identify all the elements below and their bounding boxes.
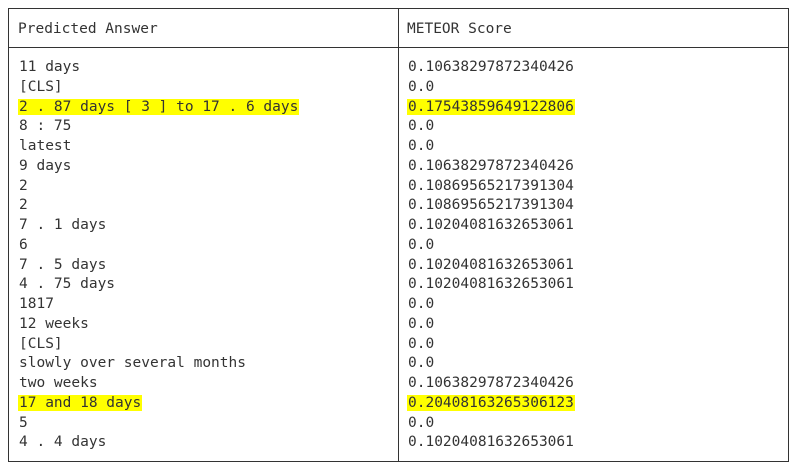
score-text: 0.0 — [408, 335, 435, 352]
score-text: 0.10204081632653061 — [408, 434, 574, 451]
table-row-score: 0.0 — [407, 117, 575, 137]
table-row-score: 0.10204081632653061 — [407, 433, 575, 453]
table-row-score: 0.0 — [407, 414, 575, 434]
table-row-score: 0.10204081632653061 — [407, 216, 575, 236]
table-row-answer: 8 : 75 — [18, 117, 299, 137]
answer-text: 6 — [19, 236, 28, 253]
table-row-score: 0.0 — [407, 236, 575, 256]
answer-text: 1817 — [19, 296, 54, 312]
answer-text: [CLS] — [19, 335, 63, 352]
table-row-answer: 6 — [18, 236, 299, 256]
score-text: 0.0 — [408, 296, 435, 312]
score-text: 0.0 — [408, 236, 435, 253]
table-row-answer: 2 — [18, 177, 299, 197]
table-row-score: 0.10638297872340426 — [407, 58, 575, 78]
score-text: 0.20408163265306123 — [407, 394, 575, 411]
answer-text: 4 . 4 days — [19, 434, 107, 451]
table-row-score: 0.10204081632653061 — [407, 275, 575, 295]
score-text: 0.0 — [408, 78, 435, 95]
answer-text: 8 : 75 — [19, 118, 72, 135]
answer-text: 2 — [19, 197, 28, 214]
table-row-score: 0.0 — [407, 315, 575, 335]
table-row-score: 0.0 — [407, 78, 575, 98]
table-row-answer: [CLS] — [18, 78, 299, 98]
table-row-score: 0.0 — [407, 354, 575, 374]
table-row-score: 0.17543859649122806 — [407, 98, 575, 118]
results-table: Predicted Answer METEOR Score 11 days [CL… — [8, 8, 789, 462]
table-row-answer: 7 . 1 days — [18, 216, 299, 236]
table-row-score: 0.0 — [407, 335, 575, 355]
table-row-score: 0.0 — [407, 295, 575, 315]
score-text: 0.0 — [408, 118, 435, 135]
score-text: 0.10869565217391304 — [408, 197, 574, 214]
score-text: 0.10204081632653061 — [408, 217, 574, 233]
score-text: 0.0 — [408, 414, 435, 431]
score-text: 0.10638297872340426 — [408, 157, 574, 174]
table-row-score: 0.0 — [407, 137, 575, 157]
table-row-answer: 11 days — [18, 58, 299, 78]
table-row-answer: two weeks — [18, 374, 299, 394]
table-row-score: 0.10869565217391304 — [407, 196, 575, 216]
answer-text: two weeks — [19, 375, 98, 391]
table-row-score: 0.20408163265306123 — [407, 394, 575, 414]
table-row-answer: 1817 — [18, 295, 299, 315]
table-row-answer: 5 — [18, 414, 299, 434]
table-row-answer: 17 and 18 days — [18, 394, 299, 414]
table-row-answer: 12 weeks — [18, 315, 299, 335]
score-text: 0.0 — [408, 355, 435, 372]
score-text: 0.0 — [408, 315, 435, 332]
header-predicted-answer: Predicted Answer — [18, 21, 158, 37]
answer-text: slowly over several months — [19, 355, 246, 372]
table-row-score: 0.10869565217391304 — [407, 177, 575, 197]
answer-text: 7 . 5 days — [19, 256, 107, 273]
answer-text: 17 and 18 days — [18, 394, 143, 411]
table-row-answer: 2 — [18, 196, 299, 216]
answer-text: 2 — [19, 177, 28, 194]
predicted-answer-column: 11 days [CLS] 2 . 87 days [ 3 ] to 17 . 6 … — [18, 58, 300, 453]
header-meteor-score: METEOR Score — [407, 21, 512, 37]
table-row-answer: latest — [18, 137, 299, 157]
table-row-answer: [CLS] — [18, 335, 299, 355]
answer-text: 7 . 1 days — [19, 217, 107, 233]
answer-text: 2 . 87 days [ 3 ] to 17 . 6 days — [18, 98, 300, 115]
answer-text: 4 . 75 days — [19, 276, 116, 293]
score-text: 0.10204081632653061 — [408, 256, 574, 273]
answer-text: 9 days — [19, 157, 72, 174]
table-row-answer: 4 . 75 days — [18, 275, 299, 295]
table-row-answer: 9 days — [18, 157, 299, 177]
score-text: 0.10638297872340426 — [408, 375, 574, 391]
meteor-score-column: 0.10638297872340426 0.0 0.1754385964912280… — [407, 58, 575, 453]
score-text: 0.17543859649122806 — [407, 98, 575, 115]
table-row-score: 0.10638297872340426 — [407, 157, 575, 177]
table-row-answer: 4 . 4 days — [18, 433, 299, 453]
column-divider — [398, 9, 399, 461]
score-text: 0.10869565217391304 — [408, 177, 574, 194]
answer-text: 12 weeks — [19, 315, 89, 332]
score-text: 0.10638297872340426 — [408, 59, 574, 75]
answer-text: latest — [19, 138, 72, 154]
table-row-answer: 7 . 5 days — [18, 256, 299, 276]
table-row-score: 0.10204081632653061 — [407, 256, 575, 276]
table-row-answer: slowly over several months — [18, 354, 299, 374]
table-row-score: 0.10638297872340426 — [407, 374, 575, 394]
score-text: 0.10204081632653061 — [408, 276, 574, 293]
score-text: 0.0 — [408, 138, 435, 154]
answer-text: [CLS] — [19, 78, 63, 95]
answer-text: 5 — [19, 414, 28, 431]
table-row-answer: 2 . 87 days [ 3 ] to 17 . 6 days — [18, 98, 300, 118]
answer-text: 11 days — [19, 59, 81, 75]
